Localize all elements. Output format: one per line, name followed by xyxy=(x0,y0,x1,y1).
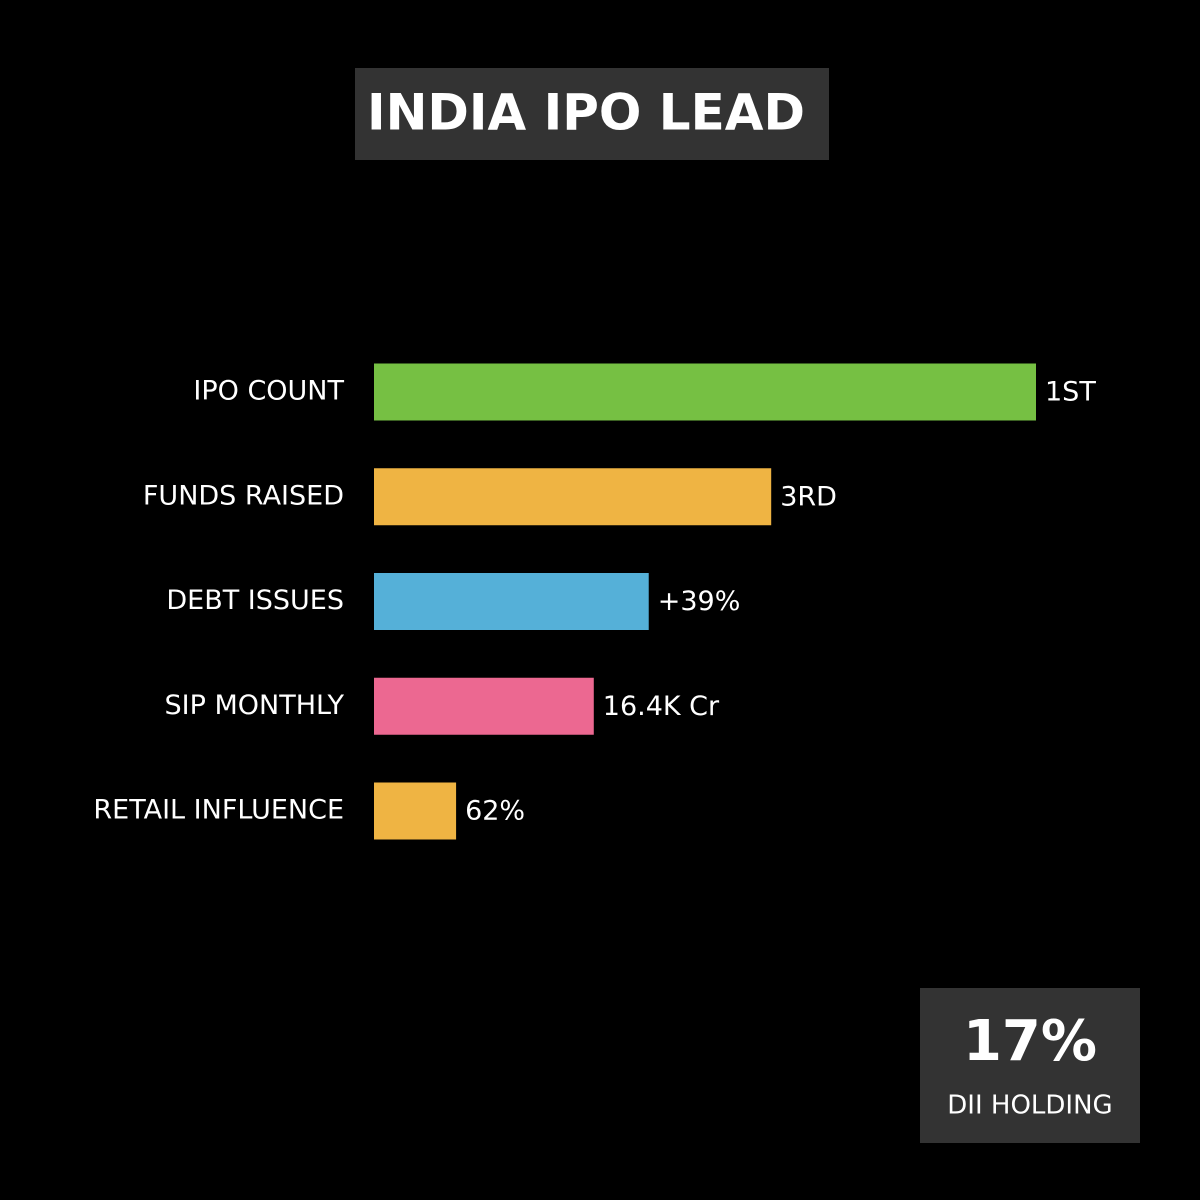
chart-title: INDIA IPO LEAD xyxy=(367,84,805,142)
category-label: IPO COUNT xyxy=(193,376,344,407)
bar xyxy=(374,677,594,735)
callout-headline: 17% xyxy=(963,1009,1097,1074)
bar-text: 16.4K Cr xyxy=(603,691,720,722)
callout-box xyxy=(920,988,1140,1143)
bar-text: 1ST xyxy=(1045,377,1096,408)
category-label: RETAIL INFLUENCE xyxy=(93,795,344,826)
bar xyxy=(374,363,1036,421)
bar xyxy=(374,468,772,526)
bar-text: 3RD xyxy=(780,481,837,512)
callout-caption: DII HOLDING xyxy=(947,1091,1112,1121)
bar-text: +39% xyxy=(658,586,741,617)
title-box xyxy=(355,68,829,160)
bar xyxy=(374,782,457,840)
bar xyxy=(374,573,649,630)
bar-text: 62% xyxy=(465,796,525,827)
category-label: SIP MONTHLY xyxy=(165,690,345,721)
category-label: DEBT ISSUES xyxy=(166,585,344,616)
category-label: FUNDS RAISED xyxy=(143,480,344,511)
